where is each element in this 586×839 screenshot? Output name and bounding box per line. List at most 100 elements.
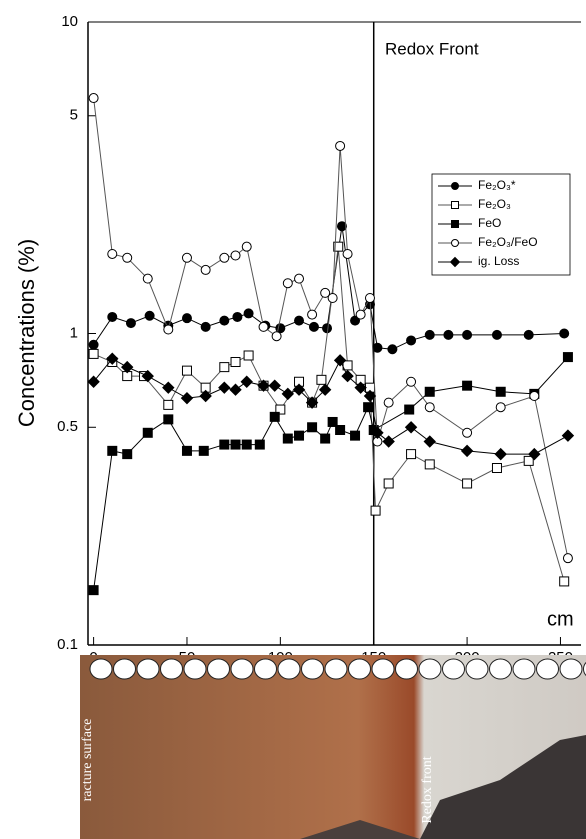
marker xyxy=(316,374,327,385)
marker xyxy=(122,252,133,263)
shadow xyxy=(300,820,420,839)
marker xyxy=(219,439,230,450)
marker xyxy=(404,404,415,415)
sample-dot xyxy=(465,658,489,680)
marker xyxy=(88,339,99,350)
sample-dot xyxy=(371,658,395,680)
sample-dot xyxy=(277,658,301,680)
marker xyxy=(491,463,502,474)
marker xyxy=(200,264,211,275)
marker xyxy=(350,315,361,326)
marker xyxy=(424,386,435,397)
marker xyxy=(230,439,241,450)
marker xyxy=(125,318,136,329)
marker xyxy=(495,386,506,397)
sample-dot xyxy=(301,658,324,680)
marker xyxy=(443,329,454,340)
sample-dot xyxy=(183,658,207,680)
marker xyxy=(294,430,305,441)
legend-label: Fe₂O₃ xyxy=(478,197,511,211)
marker xyxy=(387,344,398,355)
sample-dot xyxy=(324,658,348,680)
marker xyxy=(528,447,541,461)
sample-dot xyxy=(395,658,418,680)
marker xyxy=(107,311,118,322)
marker xyxy=(142,273,153,284)
sample-dot xyxy=(136,658,160,680)
plot-area: 0.10.51510050100150200250Fe₂O₃*Fe₂O₃FeOF… xyxy=(57,13,581,666)
marker xyxy=(141,369,154,383)
sample-dot xyxy=(583,661,586,677)
marker xyxy=(335,425,346,436)
sample-dot xyxy=(418,658,442,680)
marker xyxy=(275,404,286,415)
marker xyxy=(383,478,394,489)
marker xyxy=(406,376,417,387)
marker xyxy=(336,221,347,232)
marker xyxy=(354,381,367,394)
marker xyxy=(327,293,338,304)
legend-marker xyxy=(451,182,459,190)
legend-label: FeO xyxy=(478,216,501,230)
marker xyxy=(121,360,134,374)
annotation: Redox Front xyxy=(385,39,479,58)
marker xyxy=(559,328,570,339)
marker xyxy=(320,433,331,444)
marker xyxy=(271,331,282,342)
legend-label: ig. Loss xyxy=(478,254,519,268)
marker xyxy=(320,287,331,298)
marker xyxy=(307,309,318,320)
y-tick-label: 1 xyxy=(70,324,78,341)
marker xyxy=(107,248,118,259)
marker xyxy=(144,310,155,321)
shadow xyxy=(420,735,586,839)
marker xyxy=(423,435,436,448)
sample-dot xyxy=(559,658,583,680)
legend-marker xyxy=(449,256,461,268)
marker xyxy=(269,411,280,422)
y-axis-label: Concentrations (%) xyxy=(14,239,39,427)
marker xyxy=(230,357,241,368)
marker xyxy=(199,389,212,403)
marker xyxy=(106,352,119,365)
marker xyxy=(258,321,269,332)
marker xyxy=(462,427,473,438)
marker xyxy=(240,375,253,388)
sample-dot xyxy=(89,658,113,680)
marker xyxy=(181,445,192,456)
marker xyxy=(230,250,241,261)
marker xyxy=(559,576,570,587)
marker xyxy=(562,352,573,363)
marker xyxy=(462,478,473,489)
y-tick-label: 0.1 xyxy=(57,636,78,653)
marker xyxy=(333,354,347,367)
marker xyxy=(307,422,318,433)
marker xyxy=(462,380,473,391)
sample-dot xyxy=(160,658,183,680)
marker xyxy=(88,93,99,104)
marker xyxy=(241,439,252,450)
photo-label: racture surface xyxy=(80,719,95,802)
marker xyxy=(333,241,344,252)
y-tick-label: 10 xyxy=(61,13,78,30)
marker xyxy=(88,585,99,596)
marker xyxy=(424,329,435,340)
sample-dot xyxy=(442,658,465,680)
marker xyxy=(383,397,394,408)
marker xyxy=(142,427,153,438)
marker xyxy=(364,293,375,304)
x-unit-label: cm xyxy=(547,608,574,630)
marker xyxy=(341,369,354,383)
marker xyxy=(308,321,319,332)
sample-dot xyxy=(230,658,254,680)
marker xyxy=(318,383,332,396)
marker xyxy=(88,348,99,359)
marker xyxy=(371,426,384,440)
marker xyxy=(163,414,174,425)
sample-dot xyxy=(254,658,277,680)
sample-dot xyxy=(512,658,536,680)
marker xyxy=(162,381,175,394)
marker xyxy=(327,416,338,427)
marker xyxy=(494,447,507,461)
marker xyxy=(382,435,395,448)
